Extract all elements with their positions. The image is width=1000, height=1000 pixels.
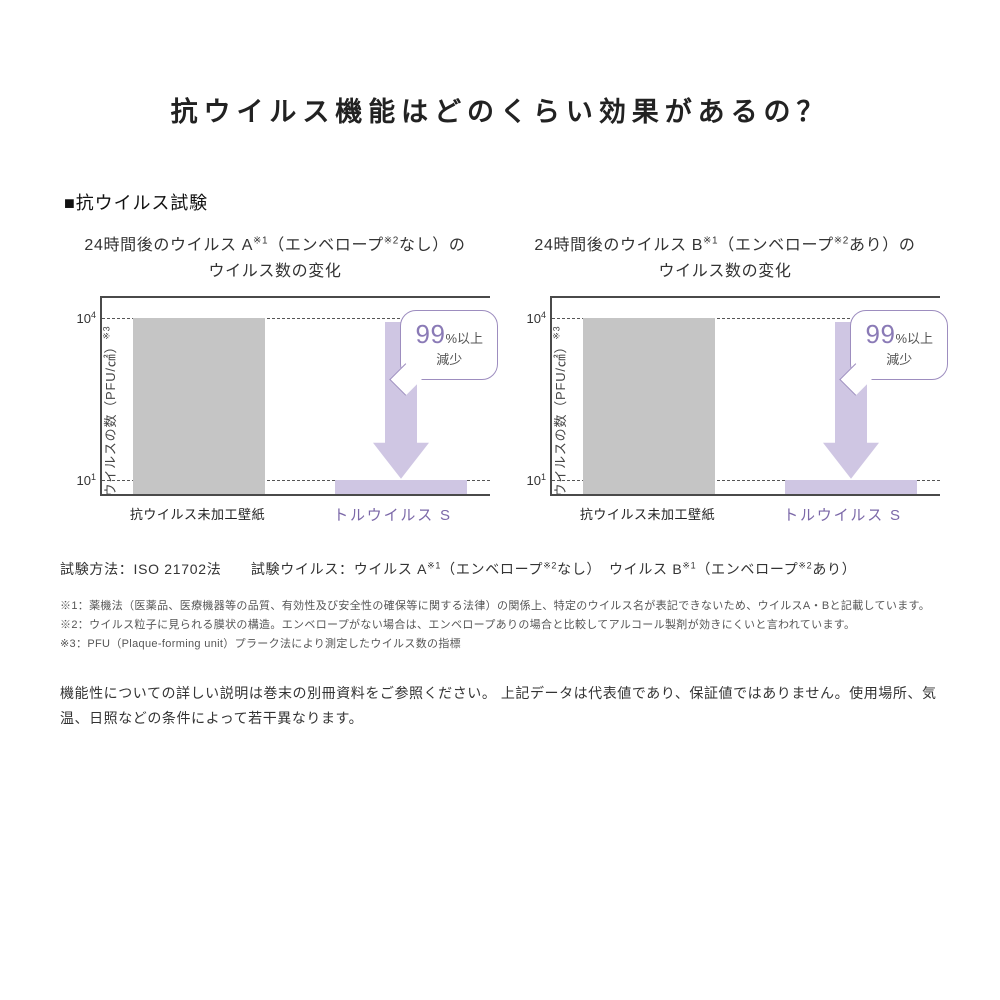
- reduction-callout: 99%以上減少: [400, 310, 498, 380]
- charts-row: 24時間後のウイルス A※1（エンベロープ※2なし）のウイルス数の変化 ウイルス…: [60, 233, 940, 525]
- x-labels: 抗ウイルス未加工壁紙 トルウイルス S: [100, 504, 490, 525]
- x-label-unprocessed: 抗ウイルス未加工壁紙: [100, 504, 295, 525]
- x-label-product: トルウイルス S: [295, 504, 490, 525]
- reduction-callout: 99%以上減少: [850, 310, 948, 380]
- chart-card-a: 24時間後のウイルス A※1（エンベロープ※2なし）のウイルス数の変化 ウイルス…: [60, 233, 490, 525]
- x-labels: 抗ウイルス未加工壁紙 トルウイルス S: [550, 504, 940, 525]
- chart-title-b: 24時間後のウイルス B※1（エンベロープ※2あり）のウイルス数の変化: [510, 233, 940, 284]
- plot-box: 10410199%以上減少: [550, 296, 940, 496]
- x-label-unprocessed: 抗ウイルス未加工壁紙: [550, 504, 745, 525]
- x-label-product: トルウイルス S: [745, 504, 940, 525]
- page-headline: 抗ウイルス機能はどのくらい効果があるの？: [60, 90, 940, 129]
- test-method-line: 試験方法：ISO 21702法 試験ウイルス：ウイルス A※1（エンベロープ※2…: [60, 559, 940, 579]
- chart-card-b: 24時間後のウイルス B※1（エンベロープ※2あり）のウイルス数の変化 ウイルス…: [510, 233, 940, 525]
- page: 抗ウイルス機能はどのくらい効果があるの？ ■抗ウイルス試験 24時間後のウイルス…: [0, 0, 1000, 1000]
- chart-title-a: 24時間後のウイルス A※1（エンベロープ※2なし）のウイルス数の変化: [60, 233, 490, 284]
- plot-a: ウイルスの数（PFU/㎠）※3 10410199%以上減少 抗ウイルス未加工壁紙…: [60, 296, 490, 525]
- plot-box: 10410199%以上減少: [100, 296, 490, 496]
- closing-note: 機能性についての詳しい説明は巻末の別冊資料をご参照ください。 上記データは代表値…: [60, 681, 940, 731]
- plot-b: ウイルスの数（PFU/㎠）※3 10410199%以上減少 抗ウイルス未加工壁紙…: [510, 296, 940, 525]
- section-label: ■抗ウイルス試験: [64, 189, 940, 215]
- bar: [785, 480, 917, 494]
- bar: [133, 318, 265, 494]
- bar: [335, 480, 467, 494]
- footnotes: ※1：薬機法（医薬品、医療機器等の品質、有効性及び安全性の確保等に関する法律）の…: [60, 597, 940, 653]
- bar: [583, 318, 715, 494]
